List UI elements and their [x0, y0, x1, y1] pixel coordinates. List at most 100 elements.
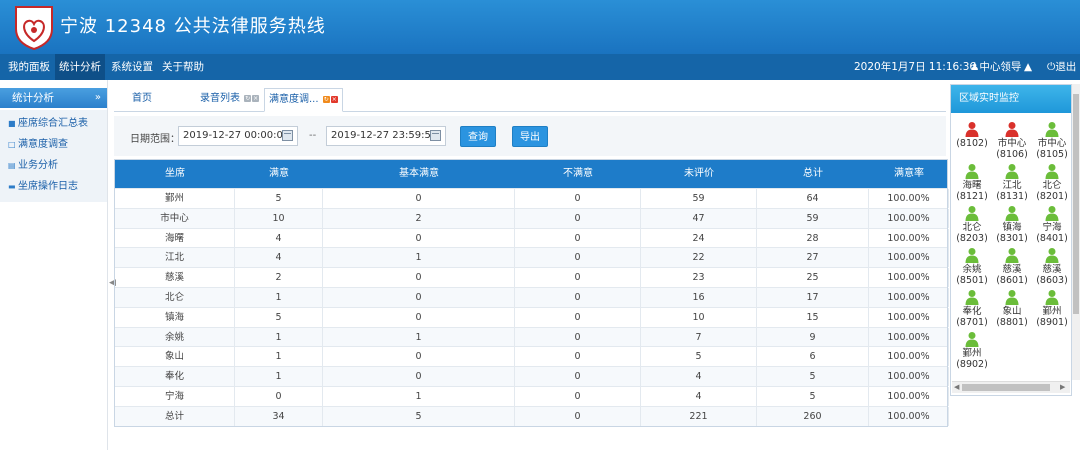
nav-my-panel[interactable]: 我的面板: [8, 61, 50, 73]
seat-status[interactable]: 鄞州 (8901): [1032, 289, 1072, 328]
seat-status[interactable]: 奉化 (8701): [952, 289, 992, 328]
table-cell: 4: [235, 228, 323, 248]
sidebar-title: 统计分析: [12, 92, 54, 104]
table-cell: 1: [235, 367, 323, 387]
seat-status[interactable]: 海曙 (8121): [952, 163, 992, 202]
person-icon: [1045, 164, 1059, 179]
close-icon[interactable]: ×: [330, 95, 338, 103]
person-icon: [1005, 206, 1019, 221]
scroll-thumb[interactable]: [1073, 94, 1079, 314]
seat-status[interactable]: 象山 (8801): [992, 289, 1032, 328]
table-cell: 100.00%: [869, 367, 949, 387]
seat-name: 象山: [1002, 306, 1022, 317]
table-cell: 0: [323, 268, 515, 288]
table-cell: 260: [757, 406, 869, 426]
horizontal-scrollbar[interactable]: ◀ ▶: [952, 381, 1070, 393]
table-cell: 59: [641, 189, 757, 208]
close-icon[interactable]: ×: [252, 94, 260, 102]
seat-id: (8105): [1036, 149, 1068, 160]
table-cell: 象山: [115, 347, 235, 367]
bell-icon[interactable]: ▲: [1024, 61, 1033, 73]
table-cell: 0: [515, 208, 641, 228]
table-cell: 鄞州: [115, 189, 235, 208]
table-row: 鄞州 5 0 0 59 64 100.00%: [115, 188, 949, 208]
start-date-input[interactable]: 2019-12-27 00:00:00: [178, 126, 298, 146]
seat-status[interactable]: 镇海 (8301): [992, 205, 1032, 244]
table-cell: 100.00%: [869, 248, 949, 268]
table-cell: 17: [757, 287, 869, 307]
user-menu[interactable]: ♟中心领导: [970, 54, 1021, 80]
nav-statistics[interactable]: 统计分析: [55, 54, 105, 80]
seat-status[interactable]: 市中心 (8105): [1032, 121, 1072, 160]
seat-status[interactable]: 宁海 (8401): [1032, 205, 1072, 244]
logout-button[interactable]: ⏻退出: [1047, 61, 1077, 73]
seat-name: 慈溪: [1042, 264, 1062, 275]
seat-status[interactable]: 市中心 (8106): [992, 121, 1032, 160]
nav-system-settings[interactable]: 系统设置: [111, 61, 153, 73]
calendar-icon[interactable]: [282, 130, 293, 141]
end-date-input[interactable]: 2019-12-27 23:59:59: [326, 126, 446, 146]
table-cell: 5: [757, 386, 869, 406]
date-range-label: 日期范围：: [130, 134, 180, 145]
seat-status[interactable]: 鄞州 (8902): [952, 331, 992, 370]
table-row: 江北 4 1 0 22 27 100.00%: [115, 247, 949, 268]
table-row: 市中心 10 2 0 47 59 100.00%: [115, 207, 949, 228]
table-row: 慈溪 2 0 0 23 25 100.00%: [115, 267, 949, 288]
table-cell: 海曙: [115, 228, 235, 248]
seat-id: (8901): [1036, 317, 1068, 328]
seat-status[interactable]: 余姚 (8501): [952, 247, 992, 286]
tab-home[interactable]: 首页: [132, 93, 152, 104]
column-header: 满意: [269, 168, 289, 179]
sidebar-header[interactable]: 统计分析 »: [0, 88, 107, 108]
seat-status[interactable]: 慈溪 (8601): [992, 247, 1032, 286]
table-cell: 10: [235, 208, 323, 228]
seat-status[interactable]: 江北 (8131): [992, 163, 1032, 202]
table-cell: 0: [515, 228, 641, 248]
table-cell: 100.00%: [869, 208, 949, 228]
person-icon: [1005, 122, 1019, 137]
table-cell: 北仑: [115, 287, 235, 307]
seat-id: (8106): [996, 149, 1028, 160]
sidebar-item-business-analysis[interactable]: ▤ 业务分析: [8, 158, 58, 174]
sidebar-item-satisfaction[interactable]: □ 满意度调查: [8, 137, 68, 153]
scroll-right-icon[interactable]: ▶: [1060, 383, 1066, 391]
person-icon: [1005, 248, 1019, 263]
satisfaction-table: 坐席 满意 基本满意 不满意 未评价 总计 满意率 鄞州 5 0 0 59 64 100.00% 市中心 1…: [114, 159, 949, 427]
seat-name: 慈溪: [1002, 264, 1022, 275]
table-cell: 100.00%: [869, 189, 949, 208]
seat-name: 市中心: [1037, 138, 1067, 149]
seat-status[interactable]: 慈溪 (8603): [1032, 247, 1072, 286]
sidebar-toggle-icon[interactable]: ◀: [109, 278, 116, 288]
collapse-chevron-icon[interactable]: »: [94, 92, 101, 103]
vertical-scrollbar[interactable]: [1072, 84, 1080, 380]
power-icon: ⏻: [1047, 61, 1056, 73]
table-cell: 64: [757, 189, 869, 208]
export-button[interactable]: 导出: [512, 126, 548, 147]
refresh-icon[interactable]: ↻: [244, 94, 252, 102]
seat-name: 海曙: [962, 180, 982, 191]
sidebar-item-seat-summary[interactable]: ■ 座席综合汇总表: [8, 116, 88, 132]
table-cell: 0: [515, 327, 641, 347]
table-cell: 6: [757, 347, 869, 367]
range-separator: --: [309, 130, 317, 141]
calendar-icon[interactable]: [430, 130, 441, 141]
table-cell: 市中心: [115, 208, 235, 228]
sidebar-item-operation-log[interactable]: ▬ 坐席操作日志: [8, 179, 78, 195]
monitor-title: 区域实时监控: [951, 85, 1071, 113]
table-cell: 1: [235, 287, 323, 307]
table-cell: 0: [515, 347, 641, 367]
person-icon: [1005, 164, 1019, 179]
query-button[interactable]: 查询: [460, 126, 496, 147]
table-cell: 5: [323, 406, 515, 426]
tab-recording-list[interactable]: 录音列表 ↻ ×: [200, 93, 260, 104]
refresh-icon[interactable]: ↻: [322, 95, 330, 103]
seat-status[interactable]: (8102): [952, 121, 992, 149]
table-cell: 100.00%: [869, 287, 949, 307]
tab-satisfaction[interactable]: 满意度调... ↻ ×: [264, 88, 343, 112]
seat-status[interactable]: 北仑 (8201): [1032, 163, 1072, 202]
nav-about-help[interactable]: 关于帮助: [162, 61, 204, 73]
scroll-left-icon[interactable]: ◀: [954, 383, 960, 391]
scroll-thumb[interactable]: [962, 384, 1050, 391]
seat-status[interactable]: 北仑 (8203): [952, 205, 992, 244]
legal-aid-logo-icon: [15, 6, 53, 51]
